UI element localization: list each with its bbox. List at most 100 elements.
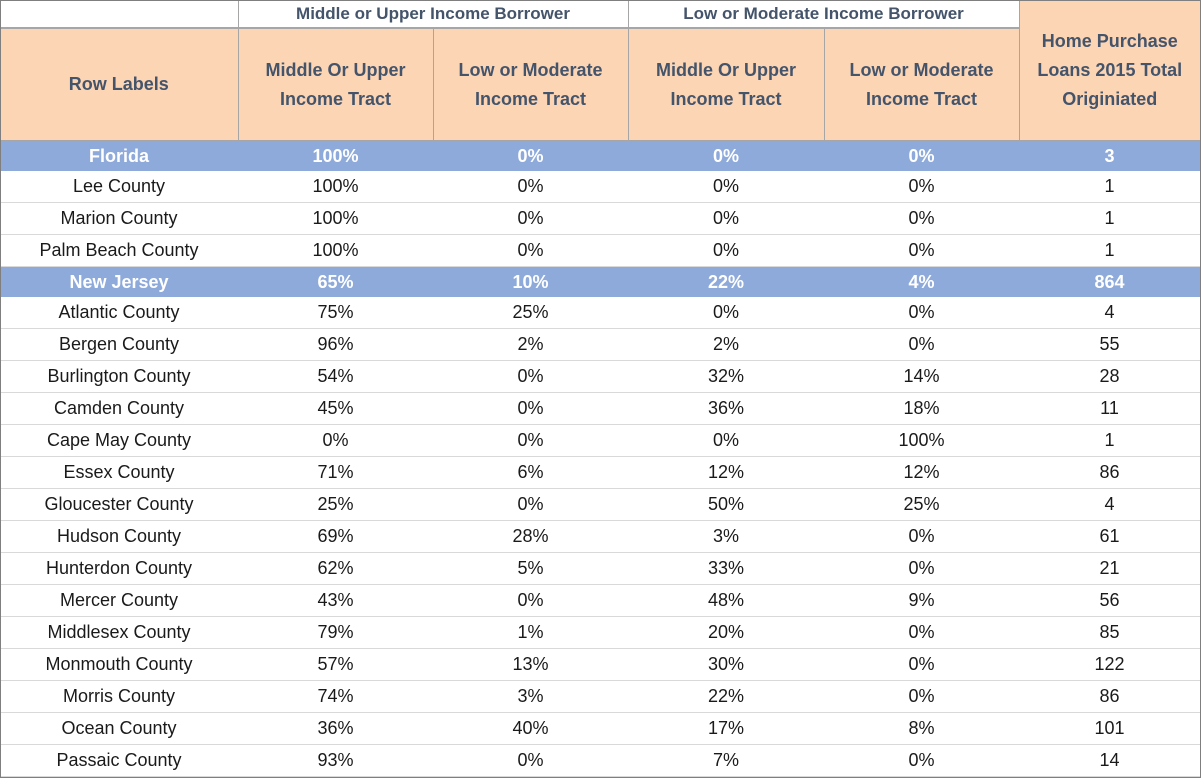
header-middle-upper-tract-2: Middle Or Upper Income Tract xyxy=(627,28,824,141)
low-moderate-borrower-low-moderate-tract-cell: 0% xyxy=(824,171,1020,203)
header-group-row: Middle or Upper Income Borrower Low or M… xyxy=(0,0,1201,141)
low-moderate-borrower-middle-upper-tract-cell: 3% xyxy=(628,520,824,553)
low-moderate-borrower-middle-upper-tract-cell: 22% xyxy=(628,680,824,713)
total-originated-cell: 4 xyxy=(1019,297,1201,329)
middle-upper-borrower-low-moderate-tract-cell: 0% xyxy=(433,488,628,521)
total-originated-cell: 3 xyxy=(1019,140,1201,171)
total-originated-cell: 14 xyxy=(1019,744,1201,777)
middle-upper-borrower-middle-upper-tract-cell: 43% xyxy=(238,584,433,617)
header-row-labels: Row Labels xyxy=(0,28,238,141)
table-row: Bergen County 96% 2% 2% 0% 55 xyxy=(0,328,1201,361)
row-label-cell: Palm Beach County xyxy=(0,234,238,267)
row-label-cell: Hudson County xyxy=(0,520,238,553)
row-label-cell: Monmouth County xyxy=(0,648,238,681)
low-moderate-borrower-middle-upper-tract-cell: 2% xyxy=(628,328,824,361)
header-group-middle-upper-borrower: Middle or Upper Income Borrower xyxy=(237,0,628,29)
middle-upper-borrower-low-moderate-tract-cell: 0% xyxy=(433,392,628,425)
middle-upper-borrower-low-moderate-tract-cell: 25% xyxy=(433,297,628,329)
middle-upper-borrower-low-moderate-tract-cell: 0% xyxy=(433,171,628,203)
total-originated-cell: 28 xyxy=(1019,360,1201,393)
low-moderate-borrower-middle-upper-tract-cell: 0% xyxy=(628,424,824,457)
low-moderate-borrower-low-moderate-tract-cell: 0% xyxy=(824,234,1020,267)
low-moderate-borrower-middle-upper-tract-cell: 36% xyxy=(628,392,824,425)
low-moderate-borrower-low-moderate-tract-cell: 4% xyxy=(824,266,1020,297)
row-label-cell: Lee County xyxy=(0,171,238,203)
row-label-cell: Middlesex County xyxy=(0,616,238,649)
table-body: Florida 100% 0% 0% 0% 3 Lee County 100% 0% 0% 0% 1 M… xyxy=(0,140,1201,777)
middle-upper-borrower-low-moderate-tract-cell: 0% xyxy=(433,424,628,457)
middle-upper-borrower-middle-upper-tract-cell: 36% xyxy=(238,712,433,745)
low-moderate-borrower-low-moderate-tract-cell: 25% xyxy=(824,488,1020,521)
low-moderate-borrower-middle-upper-tract-cell: 33% xyxy=(628,552,824,585)
middle-upper-borrower-middle-upper-tract-cell: 75% xyxy=(238,297,433,329)
total-originated-cell: 122 xyxy=(1019,648,1201,681)
row-label-cell: New Jersey xyxy=(0,266,238,297)
low-moderate-borrower-middle-upper-tract-cell: 17% xyxy=(628,712,824,745)
middle-upper-borrower-low-moderate-tract-cell: 0% xyxy=(433,584,628,617)
low-moderate-borrower-middle-upper-tract-cell: 0% xyxy=(628,234,824,267)
table-row: Lee County 100% 0% 0% 0% 1 xyxy=(0,171,1201,203)
middle-upper-borrower-low-moderate-tract-cell: 0% xyxy=(433,360,628,393)
table-row: Ocean County 36% 40% 17% 8% 101 xyxy=(0,712,1201,745)
state-row: New Jersey 65% 10% 22% 4% 864 xyxy=(0,266,1201,297)
low-moderate-borrower-low-moderate-tract-cell: 0% xyxy=(824,744,1020,777)
table-row: Mercer County 43% 0% 48% 9% 56 xyxy=(0,584,1201,617)
low-moderate-borrower-low-moderate-tract-cell: 0% xyxy=(824,140,1020,171)
low-moderate-borrower-middle-upper-tract-cell: 32% xyxy=(628,360,824,393)
low-moderate-borrower-low-moderate-tract-cell: 0% xyxy=(824,297,1020,329)
table-row: Essex County 71% 6% 12% 12% 86 xyxy=(0,456,1201,489)
row-label-cell: Morris County xyxy=(0,680,238,713)
total-originated-cell: 4 xyxy=(1019,488,1201,521)
total-originated-cell: 55 xyxy=(1019,328,1201,361)
total-originated-cell: 56 xyxy=(1019,584,1201,617)
middle-upper-borrower-low-moderate-tract-cell: 13% xyxy=(433,648,628,681)
low-moderate-borrower-low-moderate-tract-cell: 0% xyxy=(824,616,1020,649)
middle-upper-borrower-low-moderate-tract-cell: 0% xyxy=(433,140,628,171)
row-label-cell: Mercer County xyxy=(0,584,238,617)
table-row: Camden County 45% 0% 36% 18% 11 xyxy=(0,392,1201,425)
low-moderate-borrower-low-moderate-tract-cell: 0% xyxy=(824,328,1020,361)
middle-upper-borrower-low-moderate-tract-cell: 0% xyxy=(433,744,628,777)
low-moderate-borrower-low-moderate-tract-cell: 100% xyxy=(824,424,1020,457)
low-moderate-borrower-middle-upper-tract-cell: 48% xyxy=(628,584,824,617)
middle-upper-borrower-middle-upper-tract-cell: 0% xyxy=(238,424,433,457)
middle-upper-borrower-middle-upper-tract-cell: 100% xyxy=(238,171,433,203)
middle-upper-borrower-middle-upper-tract-cell: 96% xyxy=(238,328,433,361)
table-row: Morris County 74% 3% 22% 0% 86 xyxy=(0,680,1201,713)
row-label-cell: Essex County xyxy=(0,456,238,489)
total-originated-cell: 1 xyxy=(1019,171,1201,203)
row-label-cell: Hunterdon County xyxy=(0,552,238,585)
middle-upper-borrower-low-moderate-tract-cell: 3% xyxy=(433,680,628,713)
middle-upper-borrower-low-moderate-tract-cell: 40% xyxy=(433,712,628,745)
middle-upper-borrower-middle-upper-tract-cell: 100% xyxy=(238,234,433,267)
middle-upper-borrower-middle-upper-tract-cell: 62% xyxy=(238,552,433,585)
low-moderate-borrower-low-moderate-tract-cell: 14% xyxy=(824,360,1020,393)
low-moderate-borrower-middle-upper-tract-cell: 7% xyxy=(628,744,824,777)
row-label-cell: Camden County xyxy=(0,392,238,425)
low-moderate-borrower-middle-upper-tract-cell: 0% xyxy=(628,297,824,329)
total-originated-cell: 1 xyxy=(1019,202,1201,235)
row-label-cell: Florida xyxy=(0,140,238,171)
low-moderate-borrower-middle-upper-tract-cell: 50% xyxy=(628,488,824,521)
low-moderate-borrower-low-moderate-tract-cell: 9% xyxy=(824,584,1020,617)
middle-upper-borrower-middle-upper-tract-cell: 69% xyxy=(238,520,433,553)
middle-upper-borrower-middle-upper-tract-cell: 45% xyxy=(238,392,433,425)
table-row: Marion County 100% 0% 0% 0% 1 xyxy=(0,202,1201,235)
middle-upper-borrower-middle-upper-tract-cell: 100% xyxy=(238,140,433,171)
low-moderate-borrower-middle-upper-tract-cell: 0% xyxy=(628,202,824,235)
middle-upper-borrower-low-moderate-tract-cell: 5% xyxy=(433,552,628,585)
header-blank-cell xyxy=(0,0,238,29)
total-originated-cell: 21 xyxy=(1019,552,1201,585)
header-middle-upper-tract-1: Middle Or Upper Income Tract xyxy=(237,28,433,141)
low-moderate-borrower-low-moderate-tract-cell: 12% xyxy=(824,456,1020,489)
middle-upper-borrower-low-moderate-tract-cell: 0% xyxy=(433,234,628,267)
total-originated-cell: 61 xyxy=(1019,520,1201,553)
table-row: Monmouth County 57% 13% 30% 0% 122 xyxy=(0,648,1201,681)
row-label-cell: Marion County xyxy=(0,202,238,235)
low-moderate-borrower-low-moderate-tract-cell: 0% xyxy=(824,680,1020,713)
low-moderate-borrower-low-moderate-tract-cell: 0% xyxy=(824,202,1020,235)
header-low-moderate-tract-2: Low or Moderate Income Tract xyxy=(823,28,1020,141)
header-low-moderate-tract-1: Low or Moderate Income Tract xyxy=(432,28,628,141)
low-moderate-borrower-middle-upper-tract-cell: 0% xyxy=(628,140,824,171)
